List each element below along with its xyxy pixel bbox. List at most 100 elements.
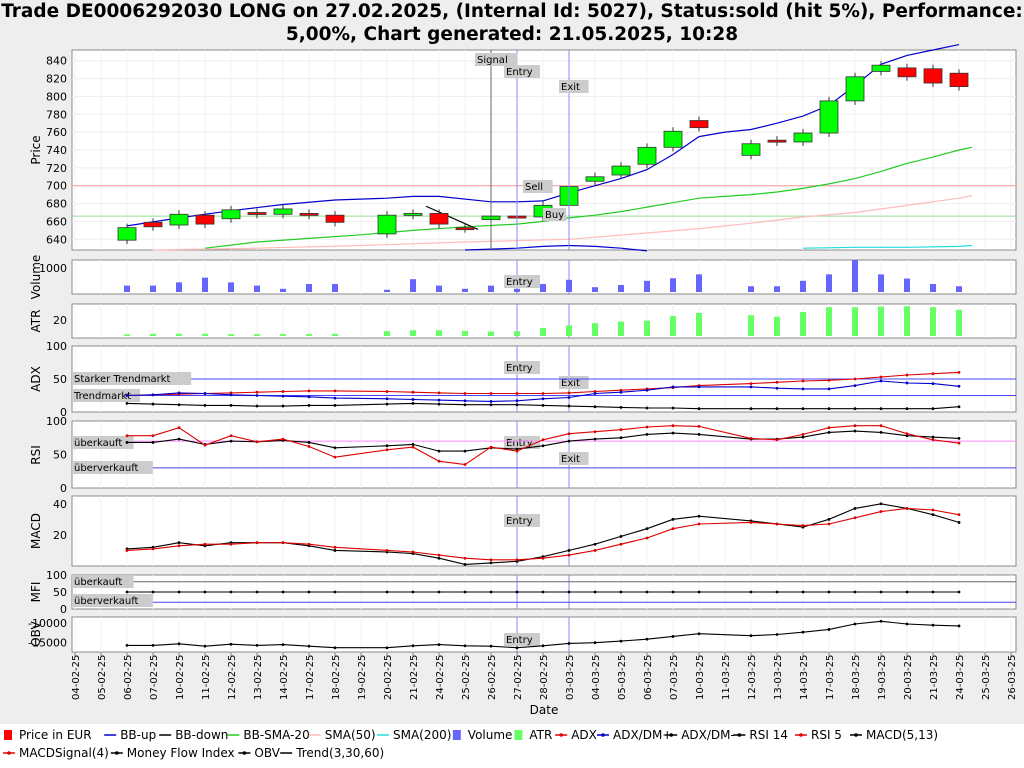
rsi14-line-dot xyxy=(307,441,311,444)
dmplus-line-dot xyxy=(879,379,883,383)
date-tick-label: 26-02-25 xyxy=(487,655,498,700)
dmplus-line-dot xyxy=(463,399,467,403)
macd-signal-line-dot xyxy=(775,522,779,526)
candle xyxy=(143,221,163,228)
volume-bar xyxy=(514,288,520,292)
dmminus-line-dot xyxy=(411,402,415,405)
candle xyxy=(767,139,787,143)
dmplus-line-dot xyxy=(567,396,571,399)
exit-tag-rsi-bg xyxy=(559,452,589,465)
entry-tag-obv: Entry xyxy=(506,635,533,646)
obv-line-dot xyxy=(827,628,831,631)
atr-bar xyxy=(306,334,312,336)
macd-line-dot xyxy=(489,561,493,565)
macd-signal-line-dot xyxy=(515,558,519,562)
legend-item-1: BB-up xyxy=(120,728,156,742)
rsi5-line-dot xyxy=(151,434,155,438)
legend-item-0: Price in EUR xyxy=(19,728,92,742)
macd-signal-line-dot xyxy=(281,541,285,545)
mfi-tick-label: 0 xyxy=(60,603,67,616)
trendmarkt-tag-bg xyxy=(72,389,140,402)
mfi-line-dot xyxy=(229,590,233,594)
dmplus-line-dot xyxy=(177,391,181,395)
adx-line-dot xyxy=(541,392,545,395)
mfi-line-dot xyxy=(567,590,571,594)
volume-bar xyxy=(592,287,598,292)
mfi-tick-label: 100 xyxy=(46,569,67,582)
rsi14-line-dot xyxy=(151,441,155,444)
candle xyxy=(455,227,475,231)
obv-line-dot xyxy=(151,643,155,647)
candle xyxy=(637,146,657,165)
buy-tag: Buy xyxy=(545,210,564,221)
adx-line-dot xyxy=(775,380,779,384)
rsi5-line-dot xyxy=(827,426,831,430)
dmplus-line-dot xyxy=(333,396,337,400)
macd-signal-line-dot xyxy=(645,536,649,540)
legend-item-8: ADX xyxy=(571,728,597,742)
price-tick-label: 740 xyxy=(46,144,67,157)
adx-line-dot xyxy=(905,373,909,377)
volume-tick-label: 1000 xyxy=(39,262,67,275)
obv-line-dot xyxy=(333,646,337,650)
macd-line-dot xyxy=(177,541,181,545)
mfi-line-dot xyxy=(879,590,883,594)
price-tick-label: 800 xyxy=(46,90,67,103)
obv-line-dot xyxy=(229,642,233,646)
dmplus-line-dot xyxy=(749,385,753,389)
starker-trend-tag-bg xyxy=(72,372,192,385)
adx-line-dot xyxy=(957,371,961,374)
candle xyxy=(195,214,215,225)
candle xyxy=(611,165,631,176)
exit-tag-adx: Exit xyxy=(561,378,580,389)
macd-signal-line-dot xyxy=(151,547,155,551)
dmplus-line-dot xyxy=(281,394,285,398)
volume-bar xyxy=(228,282,234,292)
legend-item-11: RSI 14 xyxy=(749,728,788,742)
date-tick-label: 19-02-25 xyxy=(357,655,368,700)
volume-axis-label: Volume xyxy=(29,255,43,300)
adx-tick-label: 0 xyxy=(60,406,67,419)
adx-line-dot xyxy=(931,372,935,376)
legend-item-15: Money Flow Index xyxy=(127,746,235,760)
volume-bar xyxy=(696,274,702,292)
volume-bar xyxy=(956,286,962,292)
dmminus-line-dot xyxy=(905,407,909,411)
volume-bar xyxy=(488,285,494,292)
candle xyxy=(845,76,865,102)
atr-bar xyxy=(566,325,572,336)
adx-line-dot xyxy=(333,389,337,393)
mfi-line-dot xyxy=(645,590,649,594)
adx-line-dot xyxy=(593,390,597,393)
atr-bar xyxy=(852,307,858,336)
rsi5-line-dot xyxy=(957,441,961,445)
macd-line-dot xyxy=(333,549,337,552)
price-axis-label: Price xyxy=(29,135,43,164)
rsi14-line-dot xyxy=(593,437,597,441)
macd-line-dot xyxy=(645,527,649,531)
dmplus-line-dot xyxy=(203,392,207,395)
legend-item-5: SMA(200) xyxy=(393,728,451,742)
macd-signal-line-dot xyxy=(437,553,441,557)
entry-tag-adx-bg xyxy=(504,361,540,374)
rsi5-line-dot xyxy=(671,424,675,428)
macd-signal-line-dot xyxy=(801,524,805,527)
date-tick-label: 13-02-25 xyxy=(253,655,264,700)
sma50-line xyxy=(152,194,973,251)
dmplus-line-dot xyxy=(645,388,649,392)
mfi-line-dot xyxy=(203,590,207,594)
candle xyxy=(897,67,917,78)
macd-line-dot xyxy=(619,535,623,538)
mfi-line-dot xyxy=(541,590,545,594)
macd-line-dot xyxy=(567,549,571,552)
adx-line-dot xyxy=(437,391,441,395)
rsi5-line-dot xyxy=(437,459,441,463)
macd-signal-line-dot xyxy=(593,549,597,552)
macd-signal-line-dot xyxy=(203,542,207,546)
macd-line-dot xyxy=(437,556,441,560)
legend-item-3: BB-SMA-20 xyxy=(243,728,309,742)
atr-bar xyxy=(826,307,832,336)
price-tick-label: 700 xyxy=(46,180,67,193)
dmplus-line-dot xyxy=(307,395,311,399)
mfi-ueberverkauft-tag: überverkauft xyxy=(74,596,139,607)
